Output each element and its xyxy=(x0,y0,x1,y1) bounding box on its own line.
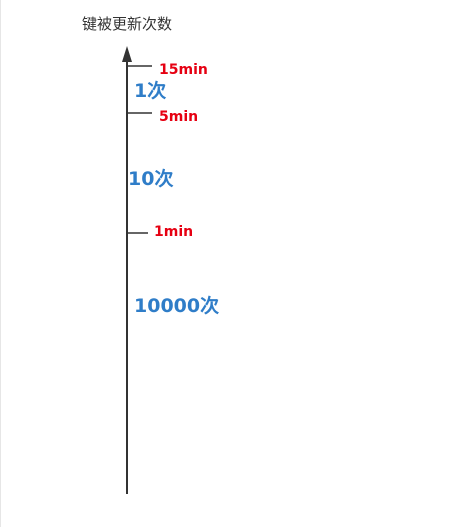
count-label-10000: 10000次 xyxy=(134,295,220,317)
axis-arrow-icon xyxy=(122,46,132,62)
count-label-1: 1次 xyxy=(134,80,167,102)
axis-title: 键被更新次数 xyxy=(82,15,173,33)
tick-label-15min: 15min xyxy=(159,62,208,78)
count-label-10: 10次 xyxy=(128,168,174,190)
tick-label-5min: 5min xyxy=(159,109,199,125)
tick-label-1min: 1min xyxy=(154,224,194,240)
left-border xyxy=(0,0,1,527)
